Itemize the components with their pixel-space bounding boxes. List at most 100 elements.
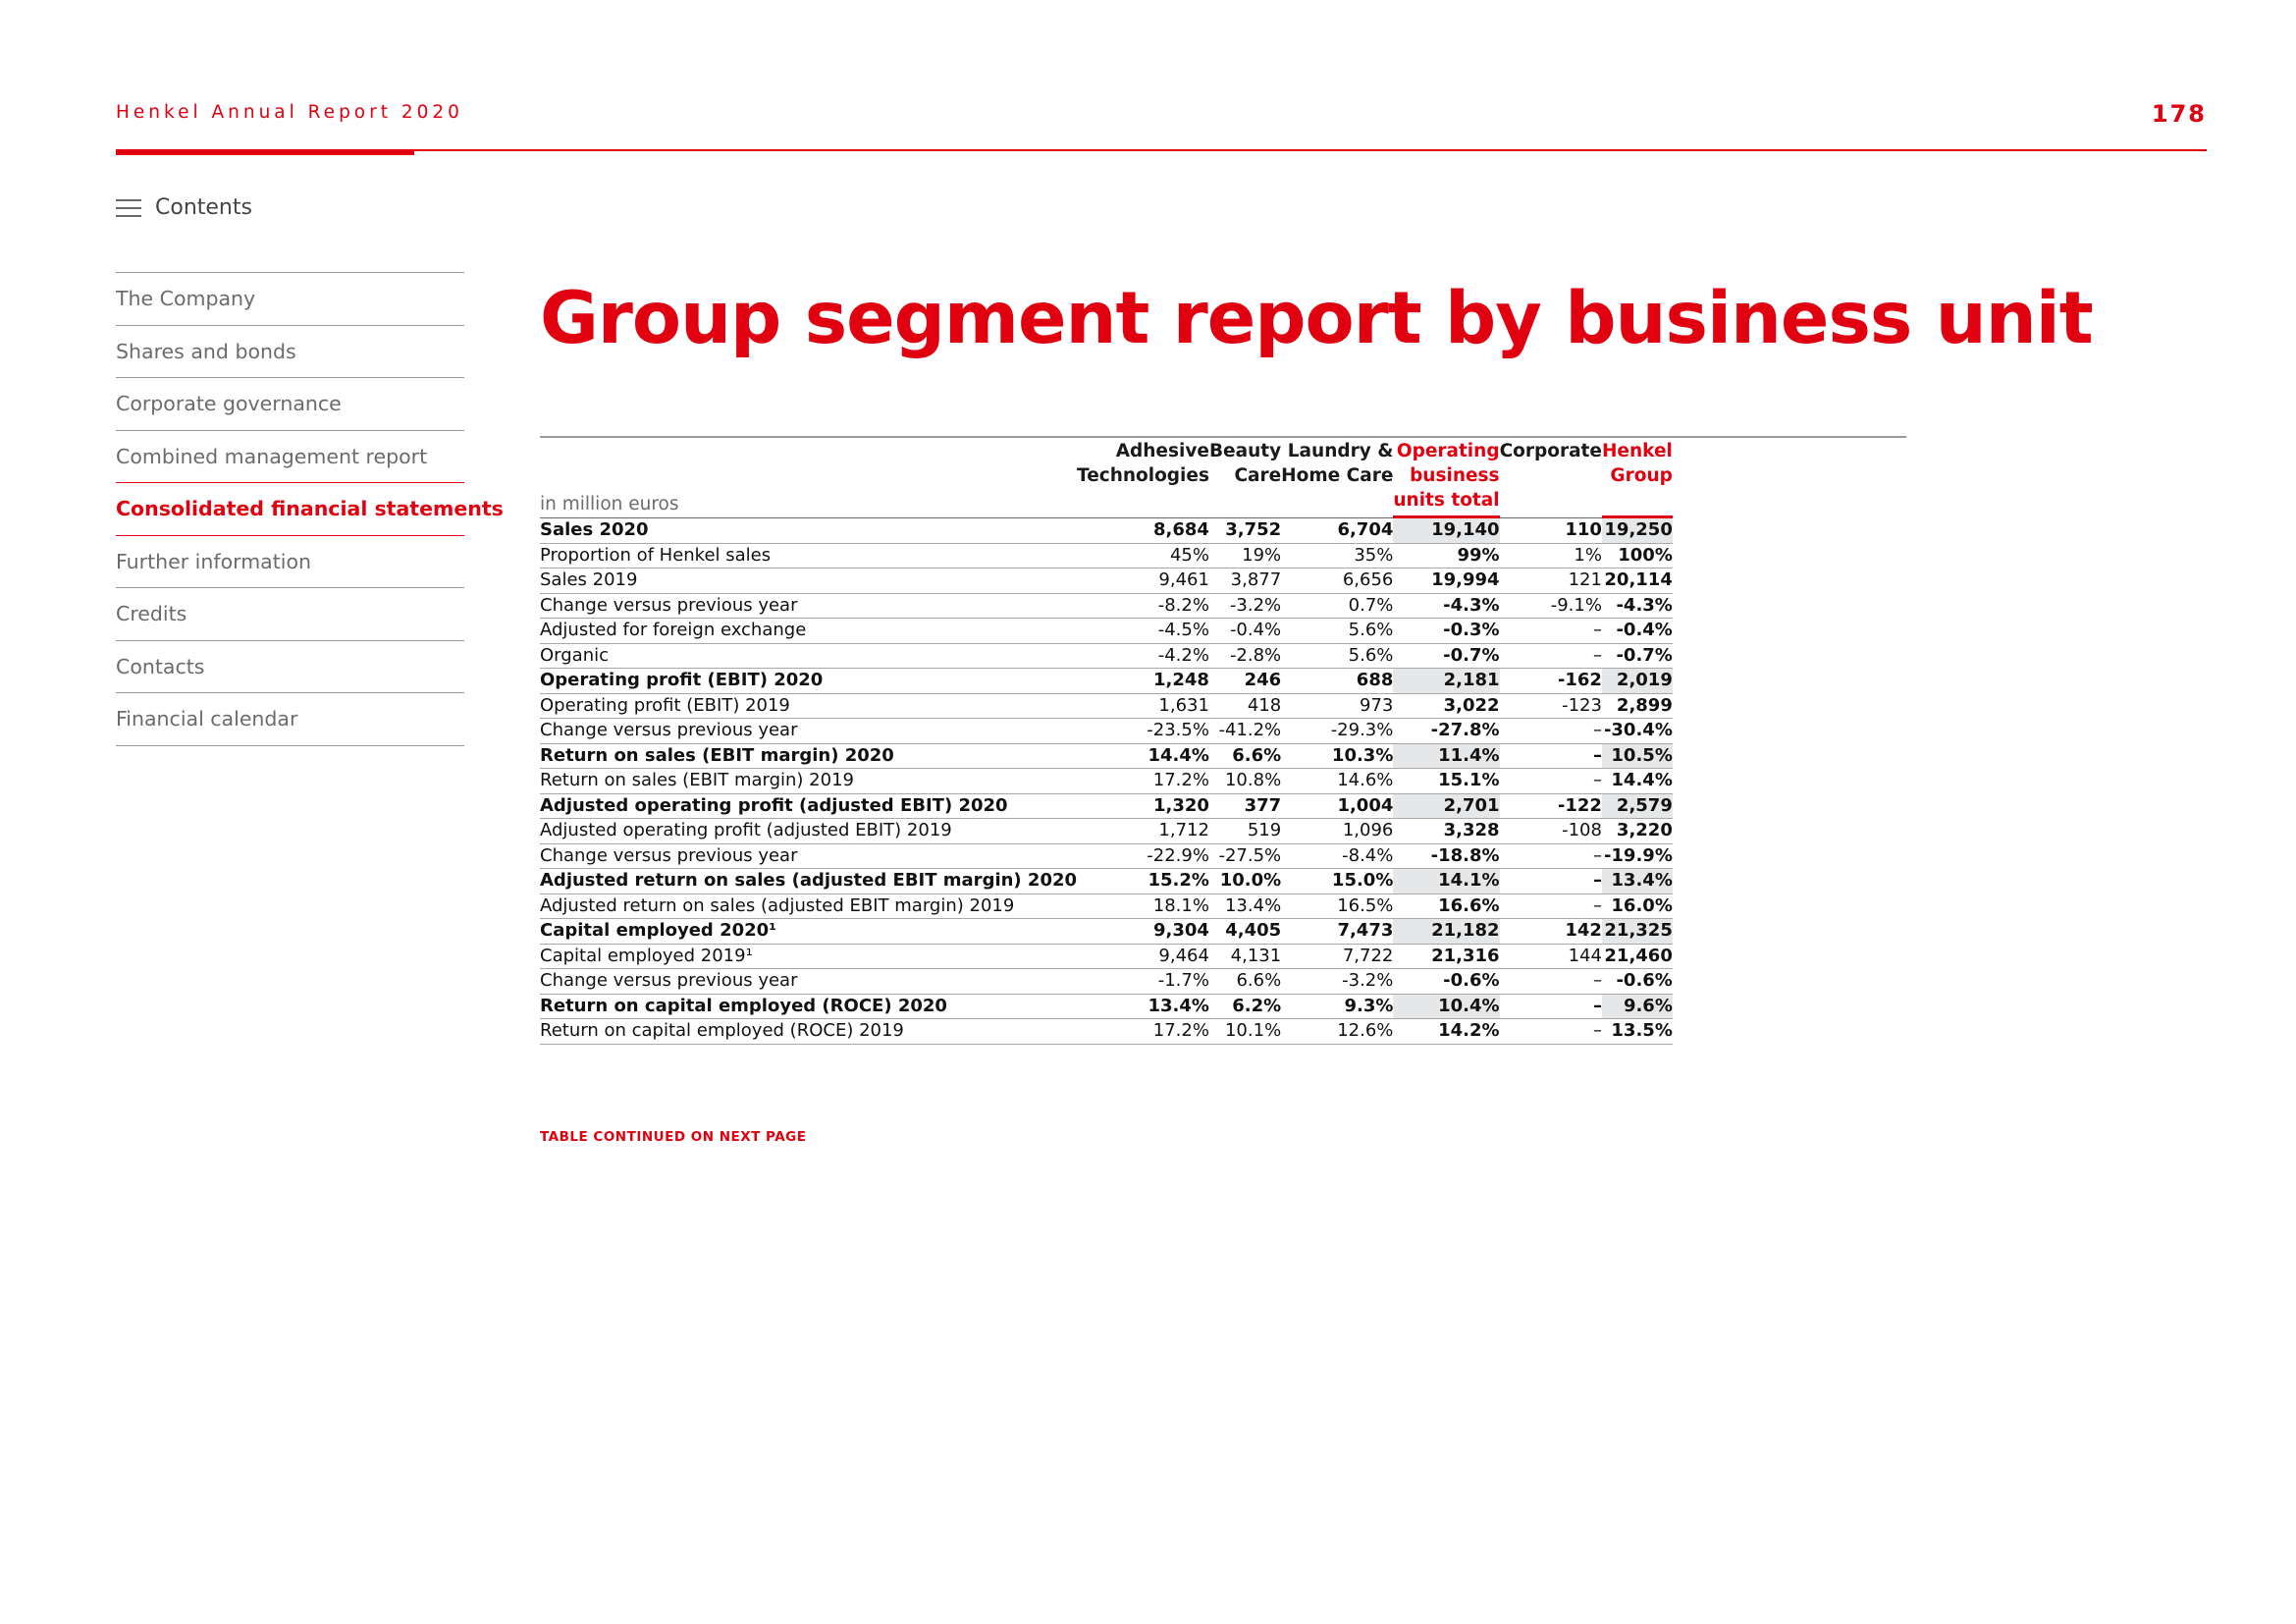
table-cell: -3.2% xyxy=(1281,969,1394,995)
contents-button[interactable]: Contents xyxy=(116,195,252,220)
table-cell: 7,473 xyxy=(1281,919,1394,945)
menu-icon xyxy=(116,198,141,217)
table-cell: -3.2% xyxy=(1208,594,1282,619)
column-header-line: Adhesive xyxy=(1115,441,1209,461)
sidebar-item-combined-management-report[interactable]: Combined management report xyxy=(116,431,464,483)
table-cell: -4.3% xyxy=(1601,594,1673,619)
table-cell: 6.2% xyxy=(1208,995,1282,1019)
sidebar-item-shares-and-bonds[interactable]: Shares and bonds xyxy=(116,326,464,378)
table-row: Operating profit (EBIT) 2019 1,631 418 973 3… xyxy=(540,694,1673,719)
sidebar-item-the-company[interactable]: The Company xyxy=(116,273,464,326)
row-label: Adjusted return on sales (adjusted EBIT … xyxy=(540,894,1078,919)
page-title: Group segment report by business unit xyxy=(540,277,2094,360)
table-cell: 3,328 xyxy=(1393,819,1500,844)
table-cell: 10.0% xyxy=(1208,869,1282,894)
table-row: Change versus previous year -1.7% 6.6% -3.2… xyxy=(540,969,1673,995)
table-cell: -23.5% xyxy=(1077,719,1209,744)
row-label: Return on capital employed (ROCE) 2020 xyxy=(540,995,1078,1019)
table-cell: 17.2% xyxy=(1077,769,1209,794)
table-cell: 20,114 xyxy=(1601,568,1673,594)
table-cell: – xyxy=(1499,619,1602,644)
table-cell: -108 xyxy=(1499,819,1602,844)
table-row: Adjusted operating profit (adjusted EBIT… xyxy=(540,819,1673,844)
table-cell: 5.6% xyxy=(1281,619,1394,644)
table-cell: -0.6% xyxy=(1601,969,1673,995)
table-row: Sales 2019 9,461 3,877 6,656 19,994 121 20,114 xyxy=(540,568,1673,594)
column-header-line: Beauty xyxy=(1208,441,1282,461)
table-cell: 18.1% xyxy=(1077,894,1209,919)
sidebar-item-financial-calendar[interactable]: Financial calendar xyxy=(116,693,464,746)
table-cell: 9,304 xyxy=(1077,919,1209,945)
table-cell: 121 xyxy=(1499,568,1602,594)
sidebar-item-further-information[interactable]: Further information xyxy=(116,536,464,588)
table-cell: -8.4% xyxy=(1281,844,1394,869)
table-cell: -8.2% xyxy=(1077,594,1209,619)
table-continued-note: TABLE CONTINUED ON NEXT PAGE xyxy=(540,1129,807,1145)
table-row: Return on sales (EBIT margin) 2019 17.2% 1… xyxy=(540,769,1673,794)
row-label: Adjusted operating profit (adjusted EBIT… xyxy=(540,819,1078,844)
table-cell: – xyxy=(1499,969,1602,995)
table-cell: 6,656 xyxy=(1281,568,1394,594)
table-cell: 3,022 xyxy=(1393,694,1500,719)
column-header-line: Home Care xyxy=(1281,465,1394,486)
table-cell: -0.4% xyxy=(1601,619,1673,644)
sidebar-item-corporate-governance[interactable]: Corporate governance xyxy=(116,378,464,431)
table-row: Return on capital employed (ROCE) 2019 17… xyxy=(540,1019,1673,1045)
row-label: Adjusted operating profit (adjusted EBIT… xyxy=(540,794,1078,819)
row-label: Change versus previous year xyxy=(540,719,1078,744)
table-row: Capital employed 2019¹ 9,464 4,131 7,722 21,… xyxy=(540,945,1673,969)
table-cell: 6,704 xyxy=(1281,518,1394,544)
header-rule xyxy=(116,149,2207,151)
table-cell: – xyxy=(1499,769,1602,794)
table-cell: 21,325 xyxy=(1601,919,1673,945)
table-cell: 15.2% xyxy=(1077,869,1209,894)
table-cell: 21,182 xyxy=(1393,919,1500,945)
table-cell: -19.9% xyxy=(1601,844,1673,869)
table-cell: 19,994 xyxy=(1393,568,1500,594)
column-header-line: Technologies xyxy=(1077,465,1209,486)
table-cell: 10.5% xyxy=(1601,743,1673,769)
table-cell: 10.8% xyxy=(1208,769,1282,794)
table-cell: 14.6% xyxy=(1281,769,1394,794)
row-label: Operating profit (EBIT) 2020 xyxy=(540,669,1078,694)
table-cell: 100% xyxy=(1601,544,1673,568)
row-label: Proportion of Henkel sales xyxy=(540,544,1078,568)
table-row: Change versus previous year -22.9% -27.5% -… xyxy=(540,844,1673,869)
table-cell: 6.6% xyxy=(1208,969,1282,995)
table-cell: 246 xyxy=(1208,669,1282,694)
report-title: Henkel Annual Report 2020 xyxy=(116,102,463,123)
contents-label: Contents xyxy=(155,195,252,220)
table-cell: 14.2% xyxy=(1393,1019,1500,1045)
table-cell: 45% xyxy=(1077,544,1209,568)
unit-label: in million euros xyxy=(540,436,1078,518)
table-cell: 8,684 xyxy=(1077,518,1209,544)
table-cell: 9.3% xyxy=(1281,995,1394,1019)
table-top-rule xyxy=(540,436,1906,438)
table-row: Operating profit (EBIT) 2020 1,248 246 688 2… xyxy=(540,669,1673,694)
sidebar-item-contacts[interactable]: Contacts xyxy=(116,641,464,693)
table-row: Return on sales (EBIT margin) 2020 14.4% 6… xyxy=(540,743,1673,769)
table-cell: – xyxy=(1499,894,1602,919)
table-cell: 9.6% xyxy=(1601,994,1673,1019)
table-row: Change versus previous year -23.5% -41.2% -… xyxy=(540,719,1673,744)
table-cell: 1% xyxy=(1499,544,1602,568)
table-cell: -0.4% xyxy=(1208,619,1282,644)
sidebar-item-credits[interactable]: Credits xyxy=(116,588,464,641)
row-label: Organic xyxy=(540,644,1078,669)
sidebar-item-consolidated-financial-statements[interactable]: Consolidated financial statements xyxy=(116,483,504,536)
header-rule-accent xyxy=(116,149,414,155)
row-label: Return on sales (EBIT margin) 2019 xyxy=(540,769,1078,794)
table-cell: -2.8% xyxy=(1208,644,1282,669)
table-cell: -122 xyxy=(1499,794,1602,819)
table-cell: -4.2% xyxy=(1077,644,1209,669)
row-label: Return on capital employed (ROCE) 2019 xyxy=(540,1019,1078,1045)
table-cell: 2,701 xyxy=(1393,793,1500,819)
table-row: Adjusted operating profit (adjusted EBIT… xyxy=(540,793,1673,819)
table-cell: 19% xyxy=(1208,544,1282,568)
table-cell: – xyxy=(1499,719,1602,744)
row-label: Return on sales (EBIT margin) 2020 xyxy=(540,744,1078,769)
row-label: Sales 2020 xyxy=(540,518,1078,544)
table-cell: 4,131 xyxy=(1208,945,1282,969)
table-cell: 2,579 xyxy=(1601,793,1673,819)
column-header: Beauty Care xyxy=(1208,436,1282,518)
